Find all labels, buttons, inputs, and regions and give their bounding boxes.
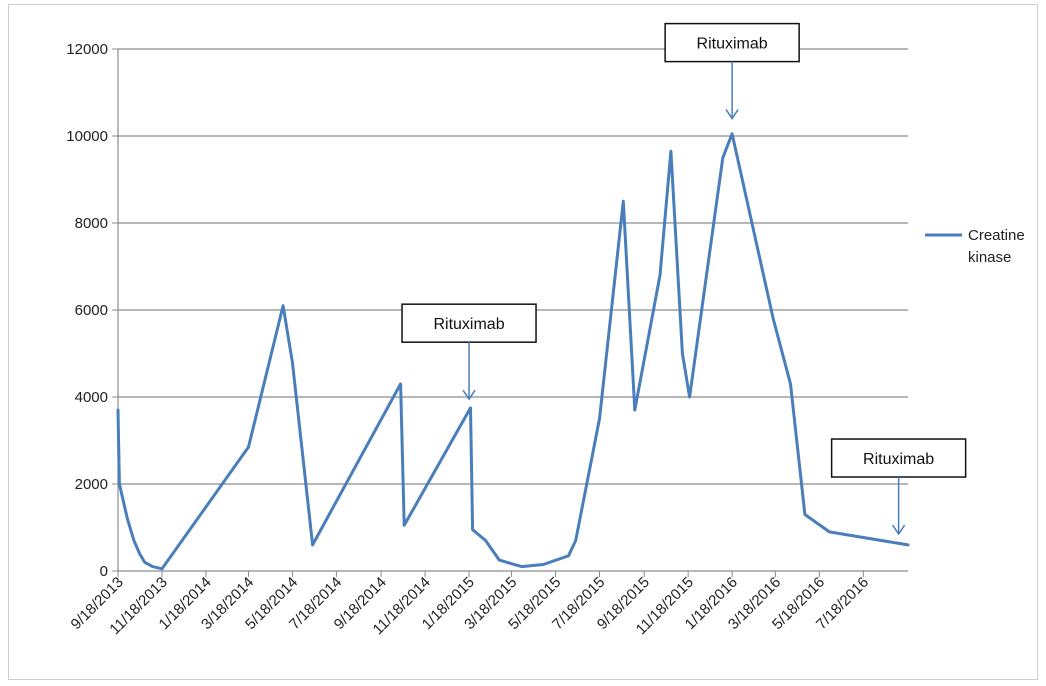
data-point: [731, 133, 733, 135]
data-point: [118, 483, 121, 485]
y-tick-label: 4000: [75, 389, 108, 406]
data-point: [659, 274, 661, 277]
y-axis: 0 2000 4000 6000 8000 10000 12000: [66, 41, 119, 580]
legend-label-line: kinase: [968, 249, 1011, 266]
data-point: [622, 200, 625, 203]
y-tick-label: 6000: [75, 302, 108, 319]
data-point: [574, 539, 577, 542]
data-point: [634, 409, 636, 411]
y-tick-label: 8000: [75, 215, 108, 232]
data-point: [498, 559, 501, 561]
y-tick-label: 12000: [66, 41, 108, 58]
data-point: [484, 539, 487, 542]
annotation-arrowhead: [725, 109, 739, 120]
y-tick-label: 10000: [66, 128, 108, 145]
data-point: [722, 157, 724, 159]
data-point: [117, 409, 119, 411]
data-point: [311, 544, 314, 546]
data-point: [688, 396, 691, 398]
y-tick-label: 0: [100, 563, 108, 580]
legend-label-line: Creatine: [968, 227, 1025, 244]
data-point: [399, 383, 402, 385]
data-point: [828, 531, 831, 533]
data-point: [772, 317, 774, 320]
annotation-arrowhead: [892, 524, 906, 536]
data-point: [471, 528, 474, 531]
annotation-label: Rituximab: [433, 316, 504, 333]
data-point: [670, 150, 672, 152]
data-point: [247, 446, 250, 448]
legend: Creatine kinase: [925, 227, 1025, 266]
data-point: [469, 407, 472, 409]
data-point: [161, 568, 163, 570]
data-point: [133, 539, 135, 542]
data-point: [789, 383, 792, 385]
data-point: [138, 552, 141, 555]
data-point: [143, 561, 146, 564]
gridlines: [118, 48, 908, 485]
data-point: [567, 555, 570, 557]
data-point: [804, 513, 806, 516]
data-point: [126, 518, 129, 520]
annotation-arrowhead: [462, 389, 476, 401]
data-point: [681, 352, 684, 355]
annotations: Rituximab Rituximab Rituximab: [401, 22, 967, 536]
data-point: [542, 563, 545, 566]
x-axis: 9/18/201311/18/20131/18/20143/18/20145/1…: [68, 570, 908, 638]
data-point: [907, 544, 909, 546]
annotation-box: [664, 22, 800, 63]
annotation-label: Rituximab: [697, 36, 768, 53]
data-point: [598, 418, 601, 420]
annotation-label: Rituximab: [863, 451, 934, 468]
legend-label: Creatine kinase: [968, 227, 1025, 266]
series-line-creatine-kinase: [116, 132, 910, 571]
data-point: [403, 524, 406, 527]
y-tick-label: 2000: [75, 476, 108, 493]
data-point: [291, 361, 294, 364]
data-point: [282, 304, 284, 307]
data-point: [520, 565, 523, 568]
series-layer: [116, 132, 910, 571]
data-point: [151, 565, 154, 568]
